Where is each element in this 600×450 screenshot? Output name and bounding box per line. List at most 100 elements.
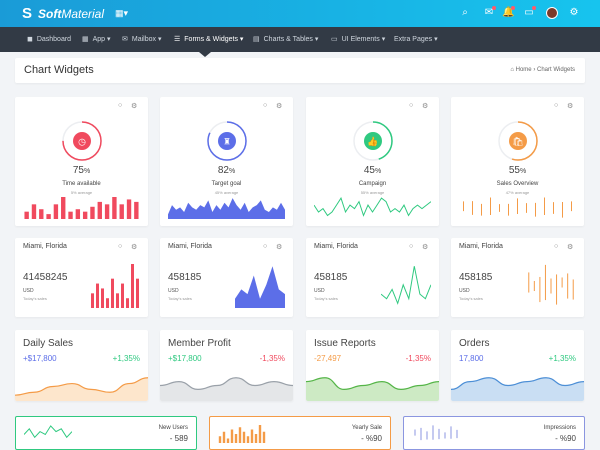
- refresh-icon[interactable]: ○: [263, 243, 268, 250]
- settings-icon[interactable]: ⚙: [131, 103, 138, 110]
- gauge-spark-bar: [24, 211, 29, 219]
- page-header: Chart Widgets ⌂ Home › Chart Widgets: [15, 58, 585, 83]
- app-icon: ▦: [82, 36, 89, 43]
- gauge-sparkline: [463, 197, 572, 218]
- city-label: Miami, Florida: [459, 243, 503, 250]
- sales-card: Miami, Florida ○ ⚙ 41458245 USD Today's sales: [15, 238, 148, 317]
- refresh-icon[interactable]: ○: [263, 102, 268, 109]
- settings-icon[interactable]: ⚙: [276, 103, 283, 110]
- nav-dashboard[interactable]: ◼ Dashboard: [27, 27, 71, 52]
- stat-wave-area: [160, 377, 293, 401]
- charts-icon: ▤: [253, 36, 260, 43]
- stat-wave-area: [306, 377, 439, 401]
- summary-spark-line: [24, 425, 72, 439]
- nav-app-label: App ▾: [92, 36, 111, 43]
- mail-icon[interactable]: ✉: [483, 6, 496, 19]
- nav-ui-elements[interactable]: ▭ UI Elements ▾: [331, 27, 385, 52]
- avatar[interactable]: [546, 7, 558, 19]
- bell-icon[interactable]: 🔔: [502, 6, 515, 18]
- ui-elements-icon: ▭: [331, 36, 338, 43]
- stat-wave-chart: [306, 377, 439, 401]
- stat-title: Daily Sales: [23, 338, 74, 349]
- sales-value: 458185: [314, 272, 348, 283]
- settings-icon[interactable]: ⚙: [567, 244, 574, 251]
- summary-value: - 589: [169, 434, 188, 443]
- sales-sparkline: [381, 266, 431, 305]
- gauge-sub: 5% average: [70, 190, 93, 195]
- page-title: Chart Widgets: [24, 64, 94, 76]
- settings-icon[interactable]: ⚙: [567, 103, 574, 110]
- stat-wave-chart: [160, 377, 293, 401]
- city-label: Miami, Florida: [314, 243, 358, 250]
- progress-ring: ◷: [62, 121, 102, 161]
- stat-primary-value: +$17,800: [23, 354, 57, 363]
- gauge-sub: 47% average: [505, 190, 530, 195]
- search-icon[interactable]: ⌕: [462, 7, 468, 18]
- chat-icon[interactable]: ▭: [523, 6, 536, 19]
- refresh-icon[interactable]: ○: [118, 102, 123, 109]
- breadcrumb: ⌂ Home › Chart Widgets: [510, 67, 575, 73]
- gauge-spark-bar: [104, 204, 110, 219]
- nav-forms-widgets[interactable]: ☰ Forms & Widgets ▾: [174, 27, 243, 52]
- gauge-spark-area: [168, 198, 285, 219]
- summary-sparkline: [218, 425, 266, 443]
- progress-arc: [62, 121, 102, 161]
- settings-icon[interactable]: ⚙: [131, 244, 138, 251]
- summary-value: - %90: [361, 434, 382, 443]
- nav-mailbox[interactable]: ✉ Mailbox ▾: [122, 27, 161, 52]
- sales-value: 458185: [459, 272, 493, 283]
- summary-spark-bar: [258, 425, 262, 443]
- stat-wave-line: [451, 377, 584, 390]
- gauge-spark-bar: [112, 197, 117, 219]
- gauge-spark-bar: [68, 211, 73, 219]
- gauge-spark-bar: [31, 204, 37, 219]
- main-nav: ◼ Dashboard ▦ App ▾ ✉ Mailbox ▾ ☰ Forms & Wi…: [0, 27, 600, 52]
- stat-title: Issue Reports: [314, 338, 376, 349]
- logo-mark: S: [22, 5, 33, 22]
- sales-spark-bar: [136, 278, 139, 308]
- apps-grid-button[interactable]: ▦▾: [115, 8, 129, 18]
- settings-icon[interactable]: ⚙: [276, 244, 283, 251]
- breadcrumb-home[interactable]: ⌂ Home: [510, 67, 532, 73]
- settings-icon[interactable]: ⚙: [422, 244, 429, 251]
- stat-change: -1,35%: [259, 354, 285, 363]
- summary-value: - %90: [555, 434, 576, 443]
- sales-note: Today's sales: [23, 296, 47, 301]
- summary-spark-bar: [234, 434, 238, 443]
- sales-spark-area: [235, 266, 285, 308]
- refresh-icon[interactable]: ○: [409, 102, 414, 109]
- gauge-glyph-icon: ♜: [223, 138, 231, 148]
- sales-value: 458185: [168, 272, 202, 283]
- refresh-icon[interactable]: ○: [554, 102, 559, 109]
- refresh-icon[interactable]: ○: [554, 243, 559, 250]
- stat-wave-chart: [451, 377, 584, 401]
- gauge-card: ○ ⚙ ◷ 75% Time available 5% average: [15, 97, 148, 226]
- logo-text-regular: Material: [61, 7, 105, 21]
- nav-charts-tables[interactable]: ▤ Charts & Tables ▾: [253, 27, 318, 52]
- refresh-icon[interactable]: ○: [409, 243, 414, 250]
- gauge-glyph-icon: 🛍: [512, 137, 523, 148]
- gear-icon[interactable]: ⚙: [569, 7, 579, 18]
- stat-card: Daily Sales +$17,800 +1,35%: [15, 330, 148, 401]
- top-bar: S SoftMaterial ▦▾ ⌕ ✉ 🔔 ▭ ⚙: [0, 0, 600, 27]
- gauge-percent-value: 55: [508, 165, 520, 176]
- gauge-spark-line: [314, 197, 431, 217]
- gauge-spark-bar: [53, 204, 59, 219]
- progress-arc: [498, 121, 538, 161]
- summary-spark-bar: [226, 438, 230, 443]
- sales-sparkline: [91, 264, 139, 308]
- stat-title: Member Profit: [168, 338, 231, 349]
- stat-card: Orders 17,800 +1,35%: [451, 330, 584, 401]
- summary-card: Yearly Sale - %90: [209, 416, 391, 450]
- sales-card: Miami, Florida ○ ⚙ 458185 USD Today's sales: [451, 238, 584, 317]
- nav-extra-pages[interactable]: Extra Pages ▾: [394, 27, 438, 52]
- sales-note: Today's sales: [168, 296, 192, 301]
- apps-grid-caret: ▾: [123, 8, 129, 18]
- progress-arc: [353, 121, 393, 161]
- refresh-icon[interactable]: ○: [118, 243, 123, 250]
- settings-icon[interactable]: ⚙: [422, 103, 429, 110]
- summary-label: New Users: [158, 425, 188, 431]
- gauge-percent-value: 45: [363, 165, 375, 176]
- nav-app[interactable]: ▦ App ▾: [82, 27, 111, 52]
- gauge-percent: 82%: [160, 165, 293, 176]
